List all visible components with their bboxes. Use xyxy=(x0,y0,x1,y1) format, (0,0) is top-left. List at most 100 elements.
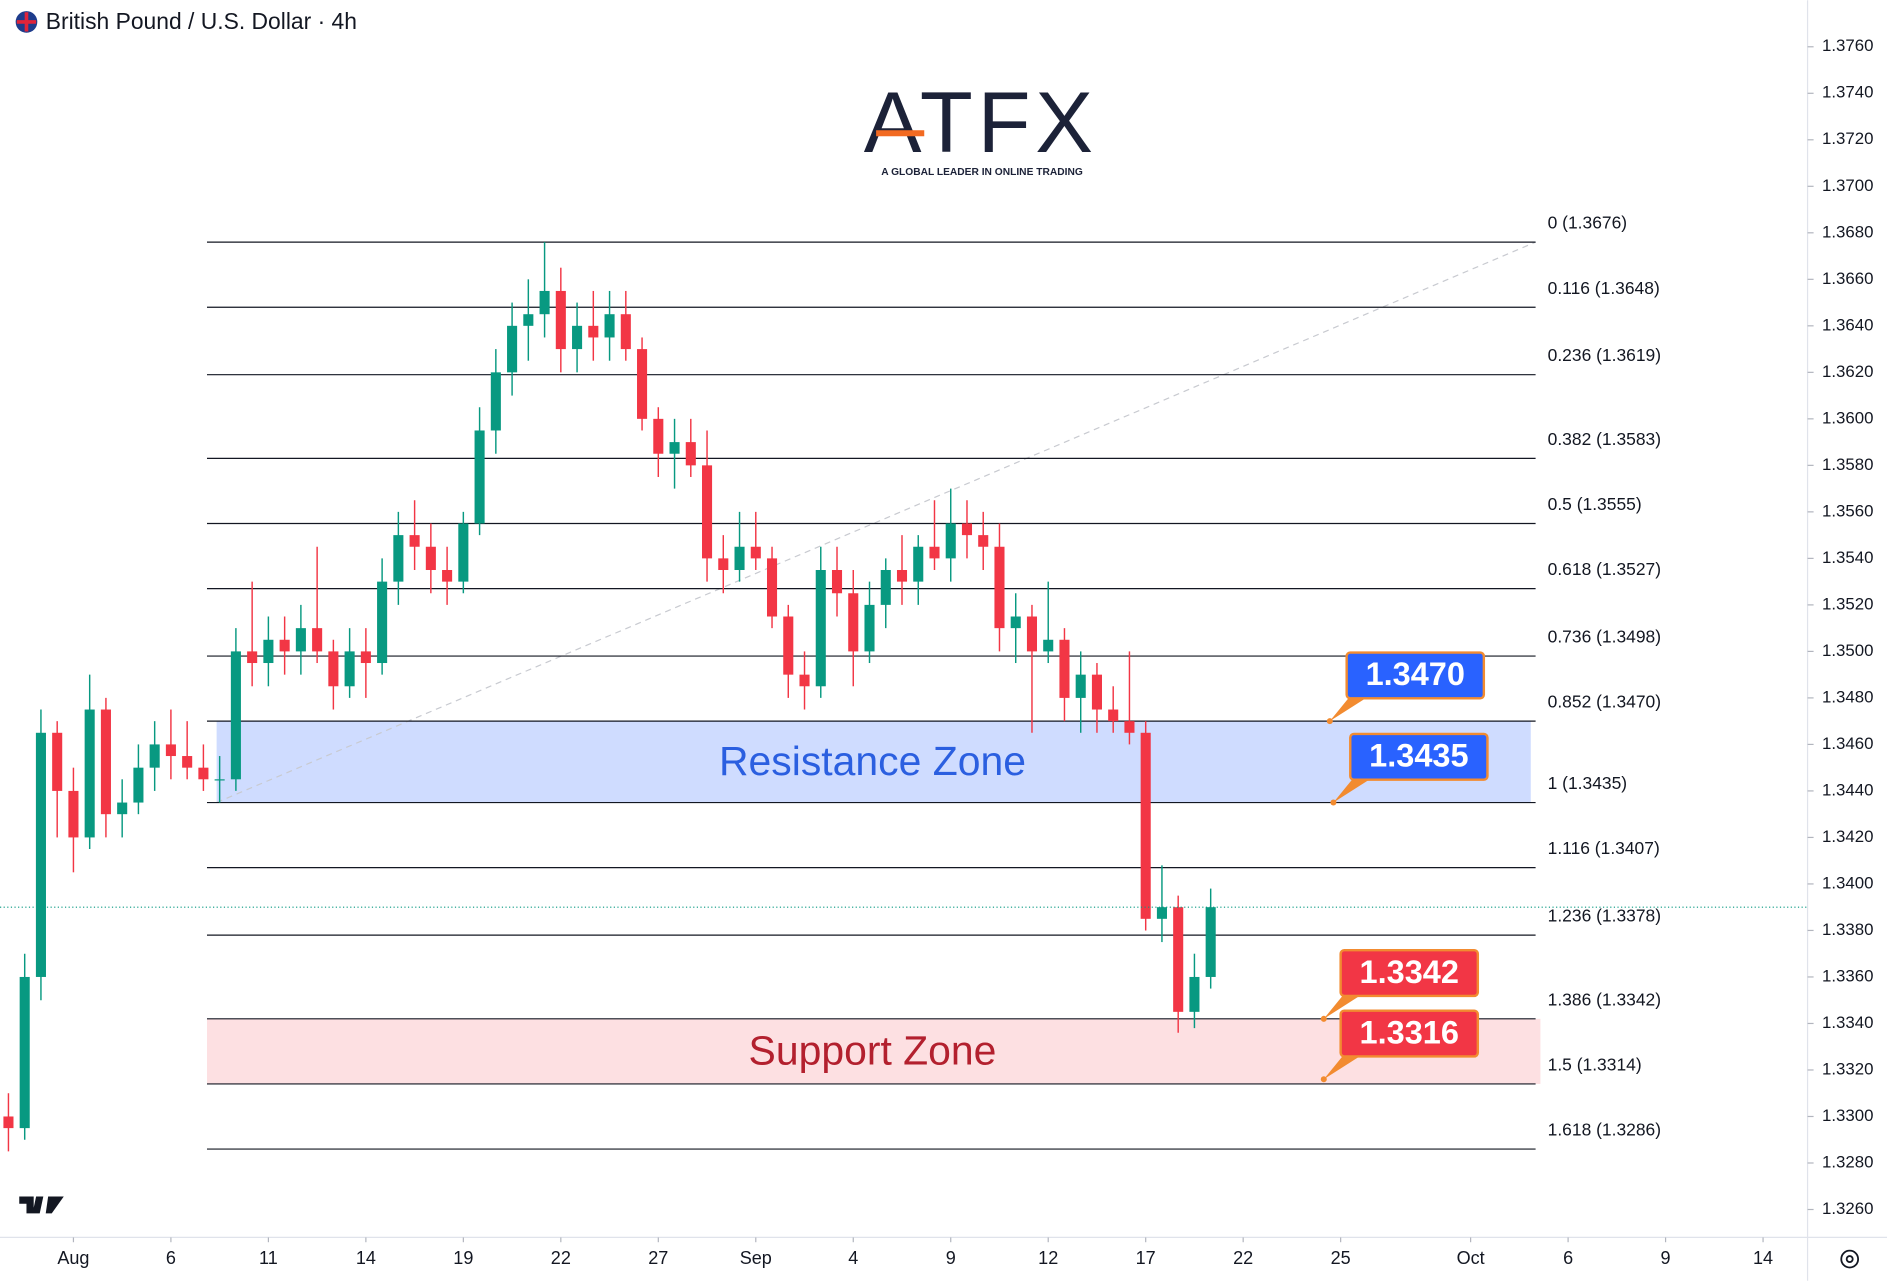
candle-body xyxy=(750,546,761,559)
candle-body xyxy=(734,546,745,571)
y-tick-label: 1.3260 xyxy=(1822,1199,1873,1218)
x-tick-label: 27 xyxy=(648,1248,668,1268)
candle-body xyxy=(523,314,534,326)
fib-label: 0.236 (1.3619) xyxy=(1548,345,1661,365)
y-tick-label: 1.3300 xyxy=(1822,1106,1873,1125)
candle-body xyxy=(945,523,956,559)
fib-label: 0.618 (1.3527) xyxy=(1548,559,1661,579)
candle-body xyxy=(214,779,225,781)
candle-body xyxy=(182,756,193,768)
callout-box xyxy=(1339,1009,1480,1058)
callout-anchor xyxy=(1320,1076,1327,1083)
candle-body xyxy=(149,744,160,768)
x-tick-label: 19 xyxy=(453,1248,473,1268)
x-tick-label: 14 xyxy=(1753,1248,1773,1268)
candle-body xyxy=(279,639,290,652)
x-tick-label: 22 xyxy=(551,1248,571,1268)
y-tick-label: 1.3320 xyxy=(1822,1059,1873,1078)
y-tick-label: 1.3640 xyxy=(1822,315,1873,334)
x-tick-label: 11 xyxy=(259,1248,278,1268)
callout-box xyxy=(1345,651,1486,700)
y-tick-label: 1.3400 xyxy=(1822,873,1873,892)
candle-body xyxy=(1156,907,1167,919)
candle-body xyxy=(929,546,940,559)
candle-body xyxy=(1108,709,1119,722)
candle-body xyxy=(1173,907,1184,1012)
candle-body xyxy=(442,570,453,582)
candle-body xyxy=(604,314,615,338)
callout: 1.3316 xyxy=(1320,1009,1480,1083)
y-tick-label: 1.3280 xyxy=(1822,1152,1873,1171)
y-tick-label: 1.3480 xyxy=(1822,687,1873,706)
candle-body xyxy=(490,372,501,431)
candle-body xyxy=(458,523,469,582)
candle-body xyxy=(1059,639,1070,698)
x-tick-label: 4 xyxy=(848,1248,858,1268)
candle-body xyxy=(896,570,908,582)
callout-label: 1.3470 xyxy=(1366,656,1465,692)
zone-label: Resistance Zone xyxy=(719,738,1026,784)
y-tick-label: 1.3560 xyxy=(1822,501,1873,520)
candle-body xyxy=(572,325,583,350)
fib-label: 1.5 (1.3314) xyxy=(1548,1054,1642,1074)
candle-body xyxy=(848,593,859,652)
candle-body xyxy=(718,558,729,571)
y-tick-label: 1.3740 xyxy=(1822,83,1873,102)
candle-body xyxy=(685,442,696,466)
tradingview-logo xyxy=(19,1196,64,1214)
zone xyxy=(206,1018,1541,1084)
x-tick-label: 17 xyxy=(1136,1248,1156,1268)
candle-body xyxy=(539,290,550,315)
candle-body xyxy=(474,430,485,524)
y-tick-label: 1.3360 xyxy=(1822,966,1873,985)
y-tick-label: 1.3500 xyxy=(1822,641,1873,660)
candle-body xyxy=(360,651,371,664)
y-tick-label: 1.3620 xyxy=(1822,362,1873,381)
candle-body xyxy=(295,628,306,652)
candle-body xyxy=(880,570,891,605)
candle-body xyxy=(961,523,973,536)
candle-body xyxy=(393,535,404,582)
candle-body xyxy=(766,558,778,617)
y-tick-label: 1.3760 xyxy=(1822,36,1873,55)
candle-body xyxy=(799,674,810,687)
symbol-flag xyxy=(15,11,38,33)
x-tick-label: Oct xyxy=(1457,1248,1485,1268)
candle-body xyxy=(263,639,274,664)
candle-body xyxy=(978,535,989,547)
candle-body xyxy=(35,732,46,977)
candle-body xyxy=(1124,721,1135,733)
y-tick-label: 1.3700 xyxy=(1822,176,1873,195)
candle-body xyxy=(555,290,566,350)
x-tick-label: 9 xyxy=(946,1248,956,1268)
candle-body xyxy=(783,616,794,675)
callout-anchor xyxy=(1330,799,1337,806)
candle-body xyxy=(247,651,258,664)
candle-body xyxy=(620,314,631,350)
candle-body xyxy=(133,767,144,803)
callout-anchor xyxy=(1326,718,1333,725)
callout: 1.3470 xyxy=(1326,651,1486,725)
candle-body xyxy=(588,325,599,338)
y-tick-label: 1.3580 xyxy=(1822,455,1873,474)
settings-icon[interactable] xyxy=(1840,1249,1860,1269)
fib-label: 0.382 (1.3583) xyxy=(1548,429,1661,449)
callout-box xyxy=(1349,732,1489,781)
candle-body xyxy=(1140,732,1151,919)
candle-body xyxy=(165,744,176,757)
brand-tagline: A GLOBAL LEADER IN ONLINE TRADING xyxy=(881,167,1083,178)
y-tick-label: 1.3440 xyxy=(1822,780,1873,799)
x-tick-label: Sep xyxy=(740,1248,772,1268)
x-tick-label: 6 xyxy=(1563,1248,1573,1268)
fib-label: 1.618 (1.3286) xyxy=(1548,1120,1661,1140)
x-tick-label: 22 xyxy=(1233,1248,1253,1268)
candle-body xyxy=(409,535,420,547)
candle-body xyxy=(52,732,63,791)
zone xyxy=(216,721,1531,803)
candle-body xyxy=(831,570,843,594)
candle-body xyxy=(198,767,209,780)
candle-body xyxy=(1091,674,1102,710)
y-tick-label: 1.3540 xyxy=(1822,548,1873,567)
